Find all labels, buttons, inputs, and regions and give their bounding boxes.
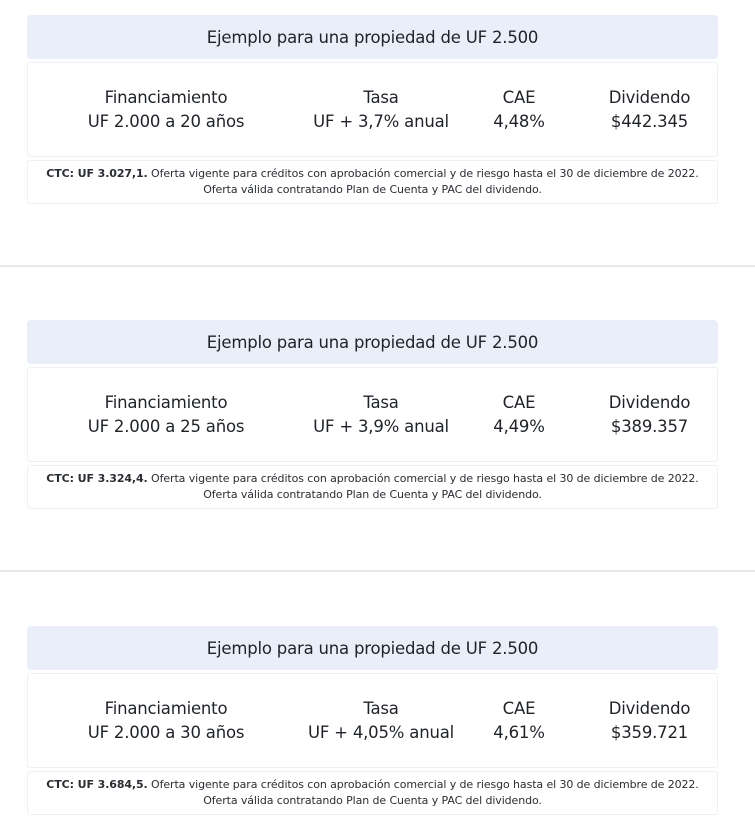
footnote-text: Oferta vigente para créditos con aprobac…	[151, 472, 699, 501]
column-label: Tasa	[363, 392, 399, 412]
offer-column: Dividendo $389.357	[580, 391, 719, 439]
column-value: UF 2.000 a 25 años	[87, 416, 245, 436]
column-label: Dividendo	[608, 698, 691, 718]
offer-title: Ejemplo para una propiedad de UF 2.500	[27, 15, 718, 59]
offer-column: Tasa UF + 3,7% anual	[304, 86, 458, 134]
column-label: Dividendo	[608, 87, 691, 107]
column-label: CAE	[502, 698, 536, 718]
column-value: 4,61%	[493, 722, 545, 742]
column-value: $359.721	[610, 722, 689, 742]
offer-column: Tasa UF + 4,05% anual	[304, 697, 458, 745]
column-value: UF + 4,05% anual	[307, 722, 455, 742]
section-divider	[0, 570, 755, 572]
column-label: Dividendo	[608, 392, 691, 412]
footnote-text: Oferta vigente para créditos con aprobac…	[151, 167, 699, 196]
offer-column: CAE 4,49%	[458, 391, 580, 439]
ctc-value: CTC: UF 3.684,5.	[46, 778, 148, 791]
column-value: $442.345	[610, 111, 689, 131]
offer-column: CAE 4,48%	[458, 86, 580, 134]
column-value: 4,48%	[493, 111, 545, 131]
column-label: Financiamiento	[104, 698, 228, 718]
offer-column: Dividendo $359.721	[580, 697, 719, 745]
offer-footnote: CTC: UF 3.027,1. Oferta vigente para cré…	[27, 160, 718, 204]
offer-column: Tasa UF + 3,9% anual	[304, 391, 458, 439]
ctc-value: CTC: UF 3.027,1.	[46, 167, 148, 180]
offer-column: Financiamiento UF 2.000 a 20 años	[28, 86, 304, 134]
offer-column: Financiamiento UF 2.000 a 30 años	[28, 697, 304, 745]
offer-column: Financiamiento UF 2.000 a 25 años	[28, 391, 304, 439]
column-value: $389.357	[610, 416, 689, 436]
section-divider	[0, 265, 755, 267]
column-value: UF 2.000 a 30 años	[87, 722, 245, 742]
offer-footnote: CTC: UF 3.684,5. Oferta vigente para cré…	[27, 771, 718, 815]
column-label: Financiamiento	[104, 87, 228, 107]
column-label: CAE	[502, 392, 536, 412]
offer-card: Ejemplo para una propiedad de UF 2.500 F…	[27, 15, 718, 204]
column-label: Tasa	[363, 698, 399, 718]
offer-footnote: CTC: UF 3.324,4. Oferta vigente para cré…	[27, 465, 718, 509]
offer-details: Financiamiento UF 2.000 a 30 años Tasa U…	[27, 673, 718, 768]
column-value: UF + 3,7% anual	[313, 111, 449, 131]
offer-column: Dividendo $442.345	[580, 86, 719, 134]
column-label: Tasa	[363, 87, 399, 107]
column-label: Financiamiento	[104, 392, 228, 412]
column-value: 4,49%	[493, 416, 545, 436]
footnote-text: Oferta vigente para créditos con aprobac…	[151, 778, 699, 807]
column-label: CAE	[502, 87, 536, 107]
offer-card: Ejemplo para una propiedad de UF 2.500 F…	[27, 320, 718, 509]
column-value: UF + 3,9% anual	[313, 416, 449, 436]
offer-title: Ejemplo para una propiedad de UF 2.500	[27, 320, 718, 364]
offer-column: CAE 4,61%	[458, 697, 580, 745]
offer-details: Financiamiento UF 2.000 a 20 años Tasa U…	[27, 62, 718, 157]
offer-title: Ejemplo para una propiedad de UF 2.500	[27, 626, 718, 670]
ctc-value: CTC: UF 3.324,4.	[46, 472, 148, 485]
offer-details: Financiamiento UF 2.000 a 25 años Tasa U…	[27, 367, 718, 462]
column-value: UF 2.000 a 20 años	[87, 111, 245, 131]
offer-card: Ejemplo para una propiedad de UF 2.500 F…	[27, 626, 718, 815]
